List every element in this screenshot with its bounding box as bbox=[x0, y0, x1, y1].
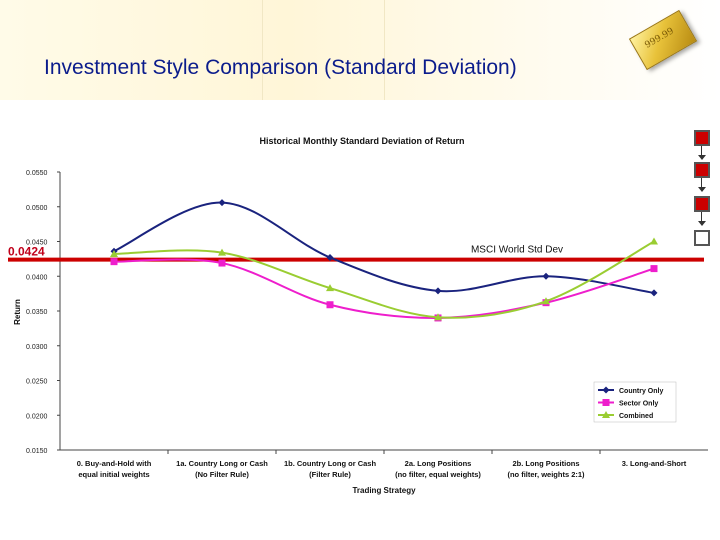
x-category-label: 2a. Long Positions bbox=[405, 459, 472, 468]
header-divider bbox=[262, 0, 263, 100]
slide-title: Investment Style Comparison (Standard De… bbox=[44, 56, 517, 79]
data-point bbox=[326, 284, 334, 292]
x-category-labels: 0. Buy-and-Hold with equal initial weight… bbox=[77, 450, 687, 479]
nav-arrow bbox=[701, 146, 702, 156]
data-point bbox=[650, 289, 658, 297]
chart-title: Historical Monthly Standard Deviation of… bbox=[259, 136, 464, 146]
y-tick-labels: 0.0550 0.0500 0.0450 0.0400 0.0350 0.0300 0.02… bbox=[26, 170, 60, 455]
legend-label: Country Only bbox=[619, 388, 663, 395]
y-tick-label: 0.0450 bbox=[26, 240, 48, 247]
x-category-label: (no filter, equal weights) bbox=[395, 470, 481, 479]
data-point bbox=[650, 265, 658, 273]
data-point bbox=[650, 237, 658, 245]
x-category-label: 0. Buy-and-Hold with bbox=[77, 459, 152, 468]
legend-marker bbox=[602, 386, 610, 394]
reference-value-label: 0.0424 bbox=[8, 245, 45, 259]
y-axis-label: Return bbox=[13, 299, 22, 325]
data-point bbox=[218, 259, 226, 267]
data-point bbox=[326, 301, 334, 309]
y-tick-label: 0.0550 bbox=[26, 170, 48, 177]
nav-square-3[interactable] bbox=[694, 196, 710, 212]
y-tick-label: 0.0350 bbox=[26, 309, 48, 316]
y-tick-label: 0.0150 bbox=[26, 448, 48, 455]
data-point bbox=[110, 258, 118, 266]
data-point bbox=[110, 250, 118, 258]
nav-arrow bbox=[701, 212, 702, 222]
nav-square-4[interactable] bbox=[694, 230, 710, 246]
reference-line-group: 0.0424 MSCI World Std Dev bbox=[8, 245, 704, 262]
nav-arrowhead bbox=[698, 155, 706, 160]
series-line-1 bbox=[113, 201, 655, 294]
data-point bbox=[434, 313, 442, 321]
y-tick-label: 0.0300 bbox=[26, 344, 48, 351]
x-category-label: (Filter Rule) bbox=[309, 470, 351, 479]
data-point bbox=[434, 287, 442, 295]
reference-name-label: MSCI World Std Dev bbox=[471, 245, 563, 256]
x-category-label: (No Filter Rule) bbox=[195, 470, 249, 479]
nav-arrow bbox=[701, 178, 702, 188]
legend-marker bbox=[602, 399, 610, 406]
x-category-label: 1b. Country Long or Cash bbox=[284, 459, 377, 468]
y-tick-label: 0.0200 bbox=[26, 413, 48, 420]
series-group bbox=[110, 199, 658, 322]
nav-arrowhead bbox=[698, 187, 706, 192]
legend-marker bbox=[602, 411, 610, 418]
x-axis-label: Trading Strategy bbox=[352, 486, 416, 495]
y-tick-label: 0.0400 bbox=[26, 274, 48, 281]
slide-header-band bbox=[0, 0, 720, 100]
nav-square-1[interactable] bbox=[694, 130, 710, 146]
legend-label: Combined bbox=[619, 413, 653, 420]
x-category-label: 3. Long-and-Short bbox=[622, 459, 687, 468]
nav-arrowhead bbox=[698, 221, 706, 226]
legend-label: Sector Only bbox=[619, 401, 658, 408]
data-point bbox=[542, 272, 550, 280]
y-tick-label: 0.0500 bbox=[26, 205, 48, 212]
x-category-label: equal initial weights bbox=[78, 470, 149, 479]
y-tick-label: 0.0250 bbox=[26, 379, 48, 386]
x-category-label: (no filter, weights 2:1) bbox=[507, 470, 585, 479]
header-divider bbox=[384, 0, 385, 100]
data-point bbox=[218, 199, 226, 207]
chart-legend: Country Only Sector Only Combined bbox=[593, 381, 677, 423]
data-point bbox=[326, 253, 334, 261]
x-category-label: 2b. Long Positions bbox=[512, 459, 579, 468]
series-line-2 bbox=[113, 258, 655, 319]
x-category-label: 1a. Country Long or Cash bbox=[176, 459, 268, 468]
data-point bbox=[218, 248, 226, 256]
data-point bbox=[542, 297, 550, 305]
nav-square-2[interactable] bbox=[694, 162, 710, 178]
series-line-3 bbox=[113, 240, 655, 319]
